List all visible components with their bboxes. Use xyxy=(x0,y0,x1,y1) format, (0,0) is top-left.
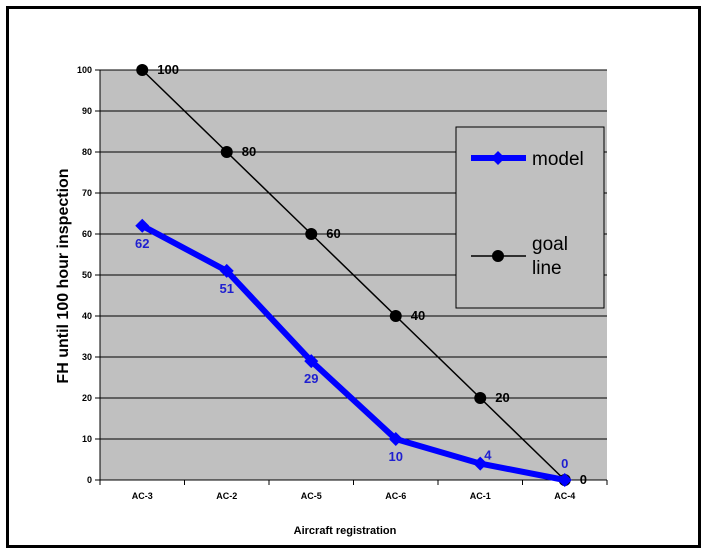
y-tick-label: 100 xyxy=(77,65,92,75)
x-tick-label: AC-4 xyxy=(554,491,575,501)
goal-line-point xyxy=(474,392,487,404)
goal-line-point xyxy=(305,228,318,240)
goal-data-label: 100 xyxy=(157,62,179,77)
x-tick-labels: AC-3 AC-2 AC-5 AC-6 AC-1 AC-4 xyxy=(132,491,576,501)
y-tick-labels: 0 10 20 30 40 50 60 70 80 90 100 xyxy=(77,65,92,485)
legend: model goal line xyxy=(455,126,605,309)
goal-data-label: 0 xyxy=(580,472,587,487)
axes xyxy=(99,70,608,485)
legend-goal-label-1: goal xyxy=(532,234,568,255)
y-tick-label: 50 xyxy=(82,270,92,280)
y-tick-label: 60 xyxy=(82,229,92,239)
y-tick-label: 40 xyxy=(82,311,92,321)
x-tick-label: AC-5 xyxy=(301,491,322,501)
x-axis-title: Aircraft registration xyxy=(294,525,397,537)
y-tick-label: 10 xyxy=(82,434,92,444)
x-tick-label: AC-3 xyxy=(132,491,153,501)
y-tick-label: 70 xyxy=(82,188,92,198)
x-tick-label: AC-2 xyxy=(216,491,237,501)
series xyxy=(135,64,572,487)
legend-goal-marker xyxy=(492,250,504,262)
model-point xyxy=(304,354,319,369)
goal-line-point xyxy=(136,64,149,76)
model-data-label: 4 xyxy=(484,448,492,463)
model-data-label: 51 xyxy=(220,281,234,296)
y-tick-label: 30 xyxy=(82,352,92,362)
goal-data-label: 40 xyxy=(411,308,425,323)
goal-line-point xyxy=(220,146,233,158)
model-data-label: 29 xyxy=(304,371,318,386)
y-tick-label: 80 xyxy=(82,147,92,157)
y-tick-label: 20 xyxy=(82,393,92,403)
legend-model-marker xyxy=(491,151,505,165)
y-tick-label: 0 xyxy=(87,475,92,485)
legend-goal-label-2: line xyxy=(532,258,562,279)
goal-data-label: 20 xyxy=(495,390,509,405)
goal-data-label: 80 xyxy=(242,144,256,159)
model-series-line xyxy=(140,223,566,483)
goal-data-label: 60 xyxy=(326,226,340,241)
y-axis-title: FH until 100 hour inspection xyxy=(55,168,72,383)
goal-line-series xyxy=(141,69,566,481)
x-tick-label: AC-6 xyxy=(385,491,406,501)
y-tick-label: 90 xyxy=(82,106,92,116)
model-data-label: 10 xyxy=(389,449,403,464)
model-point xyxy=(135,218,150,233)
model-point xyxy=(557,473,572,487)
model-point xyxy=(219,263,234,278)
model-point xyxy=(473,456,488,471)
x-tick-label: AC-1 xyxy=(470,491,491,501)
goal-line-point xyxy=(389,310,402,322)
model-point xyxy=(388,432,403,446)
legend-model-label: model xyxy=(532,149,584,170)
model-data-label: 0 xyxy=(561,456,568,471)
model-data-label: 62 xyxy=(135,236,149,251)
